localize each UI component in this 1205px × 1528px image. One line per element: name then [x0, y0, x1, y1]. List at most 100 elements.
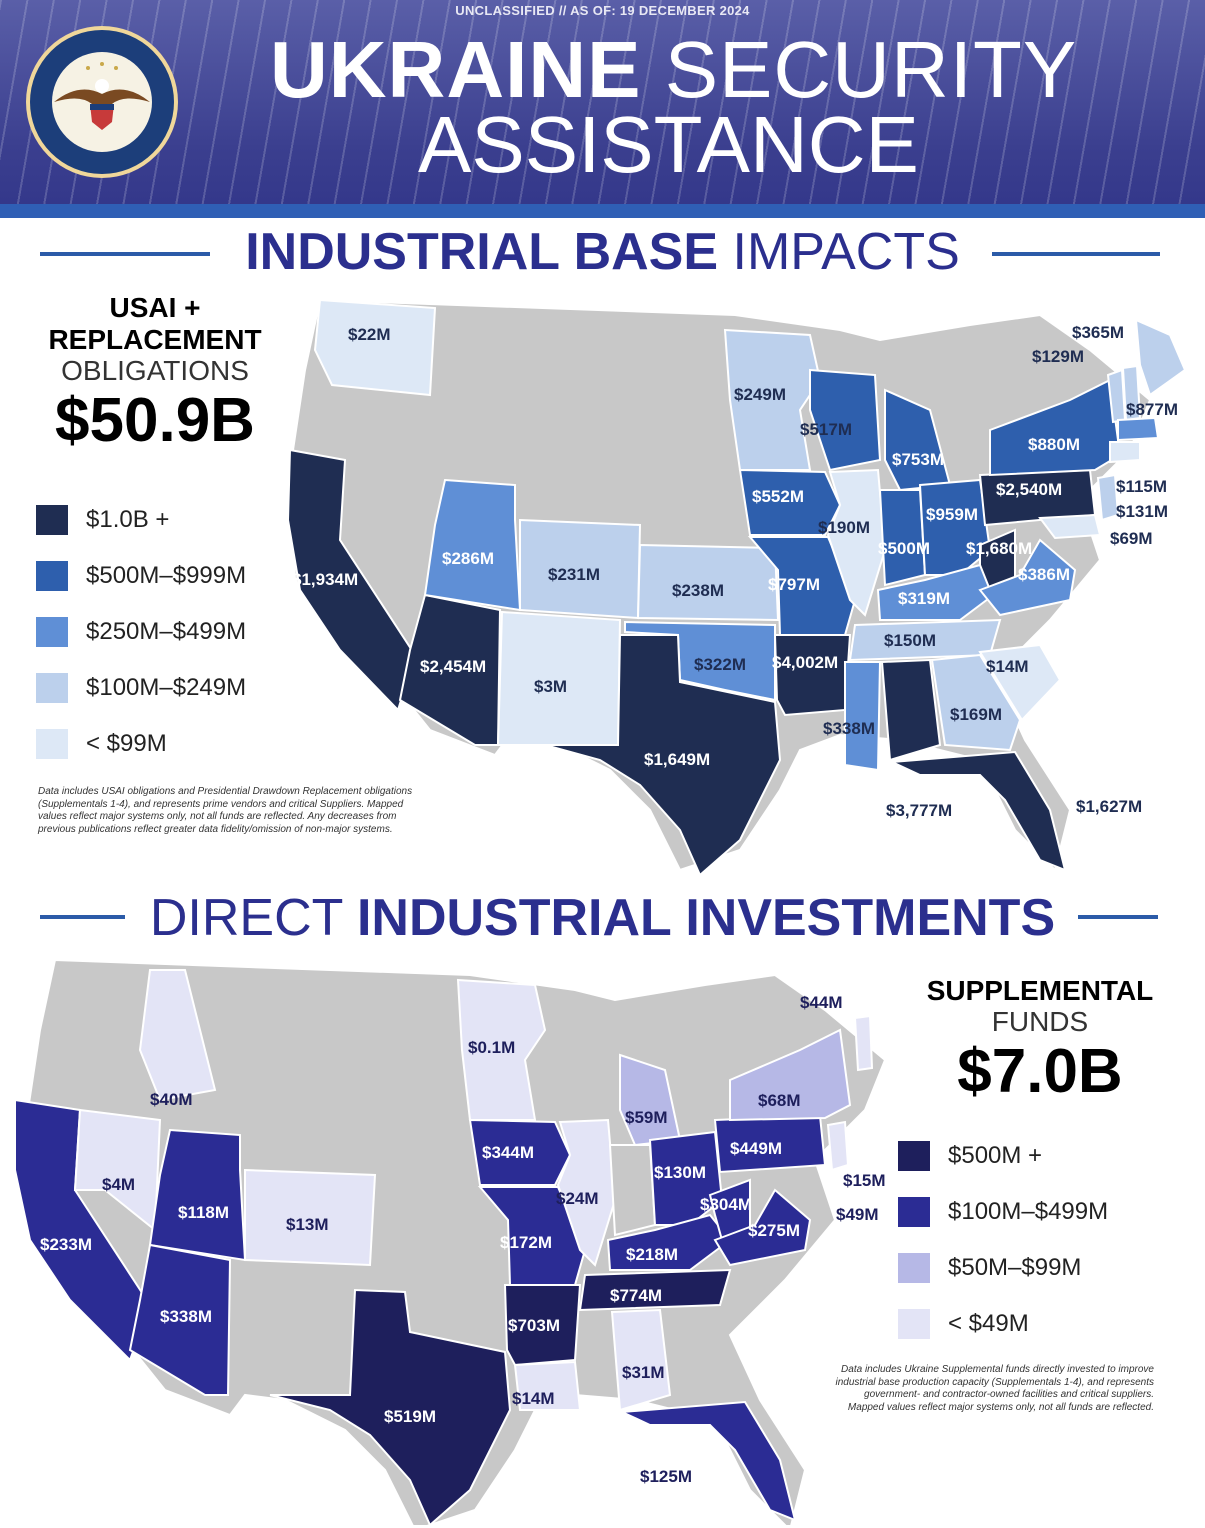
state-label: $322M [694, 655, 746, 674]
state-al [610, 1308, 672, 1412]
state-il [826, 468, 887, 617]
legend-row: $500M + [898, 1128, 1108, 1184]
state-tx [544, 634, 782, 877]
state-label: $130M [654, 1163, 706, 1182]
section2-rule-left [40, 915, 125, 919]
state-label: $24M [556, 1189, 599, 1208]
state-label: $115M [1116, 477, 1167, 496]
state-ar [773, 634, 852, 717]
state-md [1038, 513, 1102, 540]
state-ma [1117, 416, 1160, 442]
state-label: $59M [625, 1108, 668, 1127]
legend-row: < $99M [36, 716, 246, 772]
state-label: $319M [898, 589, 950, 608]
industrial-base-map: $22M $365M $129M $249M $877M $517M $880M… [286, 298, 1187, 877]
state-label: $880M [1028, 435, 1080, 454]
section2-rule-right [1078, 915, 1158, 919]
legend-swatch [36, 673, 68, 703]
legend-swatch [898, 1141, 930, 1171]
state-nj [826, 1120, 850, 1172]
legend-row: $250M–$499M [36, 604, 246, 660]
state-mn [723, 328, 822, 471]
state-label: $69M [1110, 529, 1153, 548]
state-ks [636, 543, 780, 622]
direct-investments-map: $44M $0.1M $40M $59M $68M $344M $449M $4… [14, 958, 887, 1525]
state-label: $218M [626, 1245, 678, 1264]
state-la [513, 1360, 582, 1411]
state-nj [1096, 473, 1120, 522]
legend-row: $500M–$999M [36, 548, 246, 604]
page-title-line1: UKRAINE SECURITY [270, 25, 1078, 114]
state-label: $68M [758, 1091, 801, 1110]
state-label: $703M [508, 1316, 560, 1335]
supplemental-label-line2: FUNDS [991, 1006, 1089, 1037]
state-label: $304M [700, 1195, 752, 1214]
state-label: $129M [1032, 347, 1084, 366]
state-in [878, 489, 927, 587]
state-label: $131M [1116, 502, 1168, 521]
state-az [398, 593, 502, 746]
industrial-base-footnote: Data includes USAI obligations and Presi… [38, 786, 413, 835]
section1-rule-right [992, 252, 1160, 256]
legend-row: $1.0B + [36, 492, 246, 548]
legend-row: $100M–$499M [898, 1184, 1108, 1240]
state-tx [269, 1288, 512, 1525]
state-label: $2,454M [420, 657, 486, 676]
section1-rule-left [40, 252, 210, 256]
state-label: $249M [734, 385, 786, 404]
usai-label-line2: REPLACEMENT [48, 324, 262, 355]
state-label: $118M [178, 1203, 229, 1222]
state-co [244, 1168, 377, 1267]
state-label: $169M [950, 705, 1002, 724]
state-oh [918, 478, 992, 576]
state-label: $1,934M [292, 570, 358, 589]
state-label: $797M [768, 575, 820, 594]
state-ms [844, 661, 882, 772]
state-label: $1,627M [1076, 797, 1142, 816]
industrial-base-legend: $1.0B + $500M–$999M $250M–$499M $100M–$2… [36, 492, 246, 772]
legend-swatch [36, 617, 68, 647]
state-label: $753M [892, 450, 944, 469]
state-label: $774M [610, 1286, 662, 1305]
section2-heading: DIRECT INDUSTRIAL INVESTMENTS [149, 889, 1056, 947]
state-label: $31M [622, 1363, 665, 1382]
state-ia [468, 1118, 572, 1186]
state-az [128, 1243, 232, 1396]
state-label: $190M [818, 518, 870, 537]
banner-photo-texture [0, 0, 1205, 210]
legend-label: $500M + [948, 1142, 1043, 1169]
state-ny [729, 1028, 852, 1122]
state-label: $150M [884, 631, 936, 650]
state-label: $22M [348, 325, 391, 344]
state-nv [73, 1108, 162, 1233]
usai-total-value: $50.9B [55, 386, 255, 455]
state-ga [930, 653, 1022, 752]
state-label: $1,649M [644, 750, 710, 769]
state-label: $959M [926, 505, 978, 524]
state-va [713, 1188, 812, 1267]
section1-heading: INDUSTRIAL BASE IMPACTS [245, 223, 960, 281]
state-label: $3,777M [886, 801, 952, 820]
state-va [978, 538, 1077, 617]
usai-total-panel: USAI + REPLACEMENT OBLIGATIONS $50.9B [30, 292, 280, 456]
state-nh [853, 1014, 874, 1072]
legend-row: $100M–$249M [36, 660, 246, 716]
state-label: $238M [672, 581, 724, 600]
legend-label: $100M–$499M [948, 1198, 1109, 1225]
legend-label: < $99M [86, 730, 167, 757]
legend-label: $1.0B + [86, 506, 170, 533]
state-me [1134, 318, 1187, 397]
state-id [138, 969, 217, 1102]
state-label: $44M [800, 993, 843, 1012]
state-mn [456, 978, 547, 1121]
state-label: $275M [748, 1221, 800, 1240]
legend-swatch [898, 1197, 930, 1227]
direct-investments-footnote: Data includes Ukraine Supplemental funds… [835, 1364, 1154, 1413]
state-label: $125M [640, 1467, 692, 1486]
legend-swatch [36, 505, 68, 535]
usai-label-line1: USAI + [109, 292, 201, 323]
state-in [608, 1144, 657, 1237]
state-label: $552M [752, 487, 804, 506]
state-label: $386M [1018, 565, 1070, 584]
direct-investments-legend: $500M + $100M–$499M $50M–$99M < $49M [898, 1128, 1108, 1352]
